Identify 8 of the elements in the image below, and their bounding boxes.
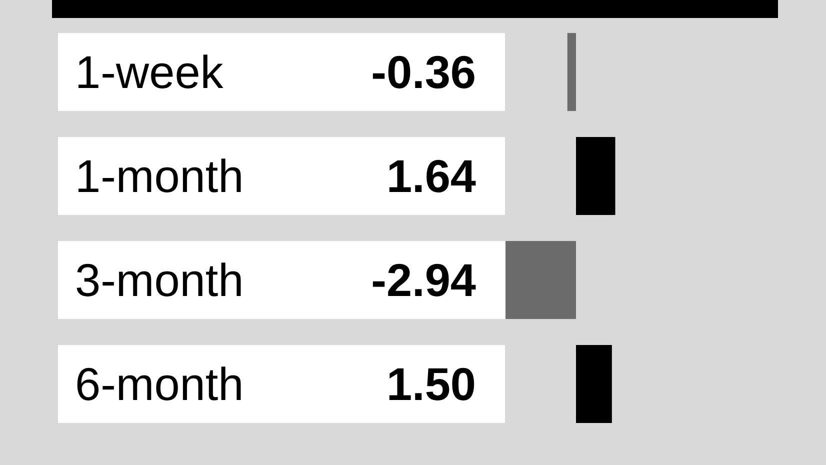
- data-label: -0.36: [371, 46, 476, 98]
- y-tick-label: 6-month: [75, 358, 244, 410]
- y-tick-label: 1-week: [75, 46, 224, 98]
- data-label: -2.94: [371, 254, 476, 306]
- data-label: 1.50: [386, 358, 476, 410]
- y-tick-label: 1-month: [75, 150, 244, 202]
- y-tick-label: 3-month: [75, 254, 244, 306]
- data-label: 1.64: [386, 150, 476, 202]
